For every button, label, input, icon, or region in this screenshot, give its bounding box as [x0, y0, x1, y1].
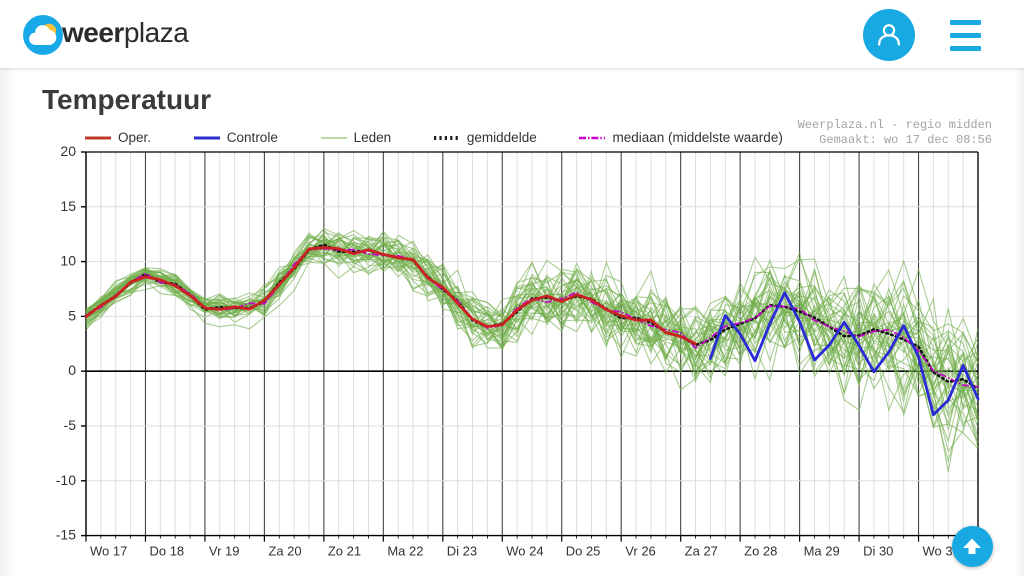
svg-text:-5: -5	[64, 417, 77, 433]
svg-text:-10: -10	[56, 472, 76, 488]
svg-text:Wo 17: Wo 17	[90, 544, 127, 559]
svg-text:Di 30: Di 30	[863, 544, 893, 559]
svg-text:Do 25: Do 25	[566, 544, 601, 559]
svg-text:Zo 28: Zo 28	[744, 544, 777, 559]
svg-text:0: 0	[68, 362, 76, 378]
svg-text:10: 10	[60, 253, 76, 269]
svg-text:Ma 29: Ma 29	[804, 544, 840, 559]
svg-text:Vr 26: Vr 26	[625, 544, 656, 559]
svg-text:Wo 24: Wo 24	[506, 544, 543, 559]
svg-text:Za 20: Za 20	[268, 544, 301, 559]
svg-text:Di 23: Di 23	[447, 544, 477, 559]
svg-text:15: 15	[60, 198, 76, 214]
svg-text:Ma 22: Ma 22	[387, 544, 423, 559]
svg-text:Vr 19: Vr 19	[209, 544, 240, 559]
svg-text:Zo 21: Zo 21	[328, 544, 361, 559]
svg-text:5: 5	[68, 307, 76, 323]
svg-text:Za 27: Za 27	[685, 544, 718, 559]
svg-text:-15: -15	[56, 527, 76, 543]
svg-text:20: 20	[60, 143, 76, 159]
svg-text:Do 18: Do 18	[149, 544, 184, 559]
